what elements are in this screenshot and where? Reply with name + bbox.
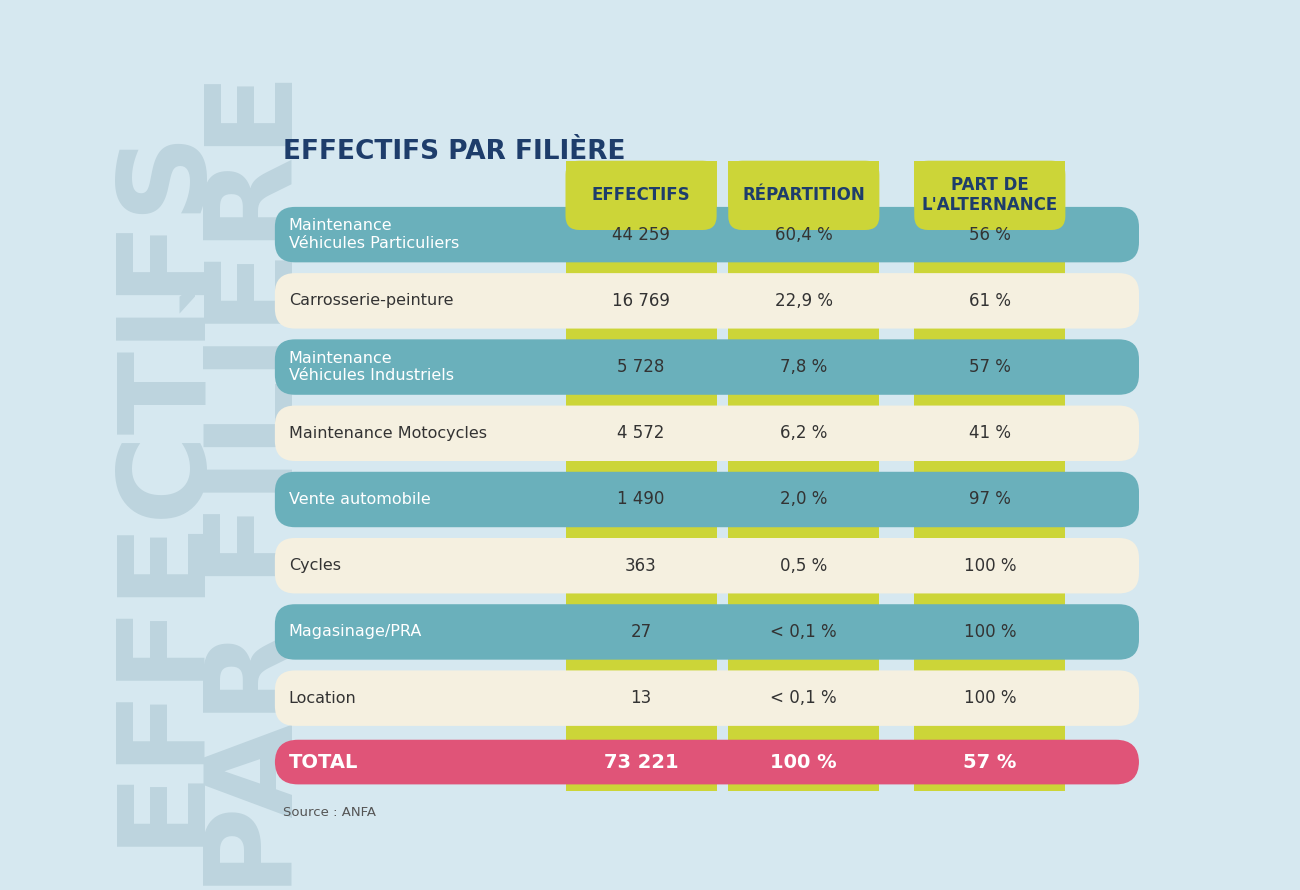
Text: 5 728: 5 728	[618, 358, 664, 376]
Text: 2,0 %: 2,0 %	[780, 490, 828, 508]
FancyBboxPatch shape	[274, 538, 1139, 594]
Text: 60,4 %: 60,4 %	[775, 226, 833, 244]
Text: 100 %: 100 %	[963, 557, 1017, 575]
Text: 13: 13	[630, 689, 651, 708]
Text: 363: 363	[625, 557, 656, 575]
Text: 57 %: 57 %	[963, 753, 1017, 772]
Text: Source : ANFA: Source : ANFA	[282, 806, 376, 819]
FancyBboxPatch shape	[274, 406, 1139, 461]
Text: < 0,1 %: < 0,1 %	[771, 689, 837, 708]
FancyBboxPatch shape	[274, 273, 1139, 328]
Text: 61 %: 61 %	[968, 292, 1011, 310]
Text: 73 221: 73 221	[603, 753, 679, 772]
Text: TOTAL: TOTAL	[289, 753, 359, 772]
Bar	[728, 161, 879, 790]
Text: Cycles: Cycles	[289, 558, 341, 573]
Text: EFFECTIFS PAR FILIÈRE: EFFECTIFS PAR FILIÈRE	[282, 139, 625, 166]
FancyBboxPatch shape	[274, 472, 1139, 527]
FancyBboxPatch shape	[914, 161, 1066, 230]
FancyBboxPatch shape	[274, 740, 1139, 784]
Bar	[914, 161, 1066, 790]
Text: 6,2 %: 6,2 %	[780, 425, 828, 442]
FancyBboxPatch shape	[566, 161, 716, 230]
Bar	[566, 161, 716, 790]
Text: 100 %: 100 %	[963, 623, 1017, 641]
Text: < 0,1 %: < 0,1 %	[771, 623, 837, 641]
FancyBboxPatch shape	[274, 339, 1139, 395]
Text: 56 %: 56 %	[968, 226, 1011, 244]
Text: 41 %: 41 %	[968, 425, 1011, 442]
Text: 97 %: 97 %	[968, 490, 1011, 508]
Text: Maintenance
Véhicules Industriels: Maintenance Véhicules Industriels	[289, 351, 454, 384]
Text: RÉPARTITION: RÉPARTITION	[742, 186, 866, 205]
Text: 44 259: 44 259	[612, 226, 670, 244]
Text: EFFECTIFS: EFFECTIFS	[592, 186, 690, 205]
Text: 22,9 %: 22,9 %	[775, 292, 833, 310]
FancyBboxPatch shape	[728, 161, 879, 230]
FancyBboxPatch shape	[274, 206, 1139, 263]
Text: Magasinage/PRA: Magasinage/PRA	[289, 625, 422, 639]
Text: Maintenance Motocycles: Maintenance Motocycles	[289, 425, 486, 441]
Text: Vente automobile: Vente automobile	[289, 492, 430, 507]
FancyBboxPatch shape	[274, 670, 1139, 726]
Text: PART DE
L'ALTERNANCE: PART DE L'ALTERNANCE	[922, 176, 1058, 214]
Text: Carrosserie-peinture: Carrosserie-peinture	[289, 294, 454, 308]
Text: 7,8 %: 7,8 %	[780, 358, 827, 376]
Text: 57 %: 57 %	[968, 358, 1011, 376]
FancyBboxPatch shape	[274, 604, 1139, 659]
Text: 100 %: 100 %	[963, 689, 1017, 708]
Text: EFFECTIFS
PAR FILIÈRE: EFFECTIFS PAR FILIÈRE	[103, 73, 318, 890]
Text: 4 572: 4 572	[618, 425, 664, 442]
Text: Maintenance
Véhicules Particuliers: Maintenance Véhicules Particuliers	[289, 218, 459, 251]
Text: 100 %: 100 %	[771, 753, 837, 772]
Text: 1 490: 1 490	[618, 490, 664, 508]
Text: 16 769: 16 769	[612, 292, 670, 310]
Text: 27: 27	[630, 623, 651, 641]
Text: Location: Location	[289, 691, 356, 706]
Text: 0,5 %: 0,5 %	[780, 557, 827, 575]
